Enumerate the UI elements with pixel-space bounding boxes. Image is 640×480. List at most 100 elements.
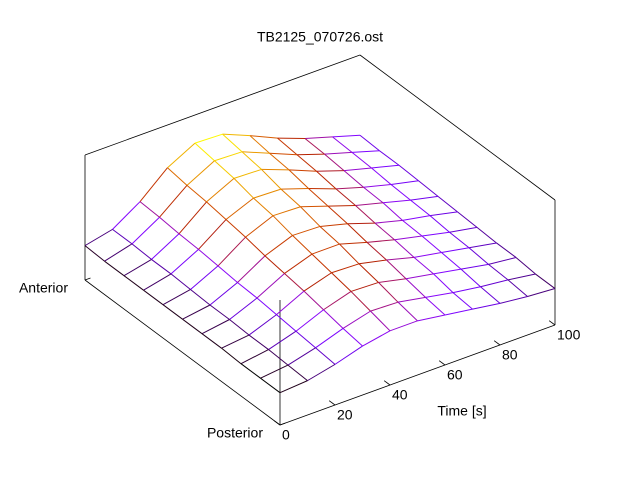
mesh-segment <box>287 364 308 382</box>
mesh-segment <box>272 215 293 236</box>
mesh-segment <box>170 248 199 275</box>
mesh-segment <box>339 241 368 245</box>
mesh-segment <box>139 201 160 218</box>
box-edge <box>279 324 556 426</box>
mesh-segment <box>284 253 313 274</box>
mesh-segment <box>222 133 251 137</box>
mesh-segment <box>272 206 301 217</box>
x-tick-label: 60 <box>447 367 463 383</box>
mesh-segment <box>342 328 363 347</box>
mesh-segment <box>112 228 133 245</box>
mesh-segment <box>143 289 164 306</box>
mesh-segment <box>308 188 329 207</box>
mesh-segment <box>402 220 423 237</box>
mesh-segment <box>178 233 199 250</box>
mesh-segment <box>167 167 188 186</box>
mesh-segment <box>382 202 403 221</box>
mesh-segment <box>315 328 344 349</box>
mesh-segment <box>277 137 298 156</box>
mesh-segment <box>425 297 446 316</box>
mesh-segment <box>433 268 462 275</box>
mesh-segment <box>214 160 235 179</box>
mesh-segment <box>261 169 282 190</box>
mesh-segment <box>362 330 391 347</box>
mesh-segment <box>221 334 250 349</box>
mesh-segment <box>359 134 380 152</box>
mesh-segment <box>206 201 227 220</box>
mesh-segment <box>515 257 536 275</box>
mesh-segment <box>507 273 536 281</box>
mesh-segment <box>347 223 368 243</box>
x-tick <box>328 400 336 406</box>
mesh-segment <box>332 136 353 153</box>
mesh-segment <box>201 319 230 335</box>
mesh-segment <box>256 297 277 316</box>
mesh-segment <box>410 195 439 201</box>
mesh-segment <box>394 239 415 258</box>
mesh-segment <box>159 216 180 235</box>
mesh-segment <box>316 170 337 190</box>
mesh-segment <box>335 188 356 206</box>
mesh-segment <box>201 333 222 349</box>
mesh-segment <box>452 292 473 310</box>
mesh-segment <box>84 245 105 262</box>
mesh-segment <box>468 247 489 265</box>
mesh-segment <box>324 153 345 172</box>
chart-title: TB2125_070726.ost <box>257 29 383 45</box>
mesh-segment <box>217 265 238 283</box>
mesh-segment <box>374 219 403 224</box>
mesh-segment <box>194 142 215 162</box>
mesh-segment <box>327 205 356 207</box>
mesh-segment <box>249 135 278 139</box>
mesh-segment <box>382 199 411 204</box>
mesh-segment <box>296 153 325 156</box>
mesh-segment <box>339 243 360 265</box>
mesh-segment <box>190 265 219 290</box>
mesh-segment <box>84 228 113 247</box>
mesh-segment <box>480 286 501 304</box>
mesh-segment <box>437 195 458 213</box>
mesh-segment <box>300 206 321 227</box>
mesh-segment <box>366 239 395 243</box>
mesh-segment <box>288 169 309 189</box>
mesh-segment <box>449 226 478 233</box>
y-tick <box>279 422 286 426</box>
mesh-segment <box>405 273 434 280</box>
mesh-segment <box>444 308 473 316</box>
mesh-segment <box>123 275 144 291</box>
mesh-segment <box>104 243 133 262</box>
mesh-segment <box>186 184 207 203</box>
mesh-segment <box>248 334 269 350</box>
mesh-segment <box>217 236 246 267</box>
mesh-segment <box>159 185 188 218</box>
mesh-segment <box>237 255 266 283</box>
mesh-segment <box>351 150 380 153</box>
mesh-segment <box>284 273 305 292</box>
mesh-segment <box>402 215 431 221</box>
box-edge <box>84 279 281 426</box>
mesh-segment <box>327 205 348 225</box>
mesh-segment <box>363 186 384 204</box>
mesh-segment <box>237 282 258 299</box>
mesh-segment <box>268 349 289 366</box>
mesh-segment <box>390 184 411 201</box>
mesh-segment <box>151 233 180 260</box>
mesh-segment <box>280 188 309 190</box>
mesh-segment <box>233 178 254 199</box>
mesh-segment <box>206 177 235 203</box>
mesh-segment <box>331 272 352 292</box>
mesh-segment <box>480 279 509 288</box>
mesh-segment <box>229 319 250 336</box>
mesh-segment <box>264 255 285 274</box>
mesh-segment <box>170 273 191 290</box>
mesh-segment <box>363 184 392 188</box>
mesh-segment <box>331 263 360 274</box>
mesh-segment <box>319 226 340 245</box>
mesh-segment <box>413 256 434 275</box>
mesh-segment <box>319 223 348 227</box>
x-axis-label: Time [s] <box>437 403 486 419</box>
mesh-segment <box>248 314 277 336</box>
mesh-segment <box>417 314 446 322</box>
mesh-segment <box>507 279 528 297</box>
